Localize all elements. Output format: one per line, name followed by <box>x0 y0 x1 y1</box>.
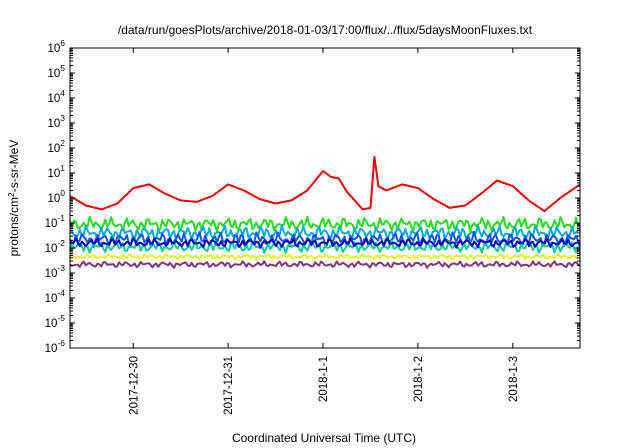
series-line <box>69 260 581 269</box>
y-tick-label: 10-6 <box>45 338 66 355</box>
y-axis-label-rest: -s-sr-MeV <box>7 140 21 193</box>
y-tick-label: 101 <box>47 163 65 180</box>
y-tick-label: 103 <box>47 113 65 130</box>
series-line <box>69 215 581 233</box>
y-tick-label: 104 <box>47 88 65 105</box>
y-tick-base: 10 <box>47 143 60 155</box>
y-tick-exp: 3 <box>60 113 65 123</box>
y-tick-exp: -6 <box>57 338 65 348</box>
plot-frame <box>69 47 581 349</box>
y-tick-base: 10 <box>45 243 58 255</box>
y-tick-label: 10-5 <box>45 313 66 330</box>
series-line <box>69 155 581 213</box>
y-tick-exp: -1 <box>57 213 65 223</box>
y-tick-base: 10 <box>47 93 60 105</box>
x-axis: 2017-12-30 2017-12-31 2018-1-1 2018-1-2 2018… <box>128 48 520 415</box>
y-tick-exp: 6 <box>60 38 65 48</box>
y-tick-exp: 5 <box>60 63 65 73</box>
y-tick-exp: -5 <box>57 313 65 323</box>
x-tick-label: 2018-1-1 <box>318 356 330 402</box>
y-axis-label-base: protons/cm <box>7 197 21 256</box>
y-tick-base: 10 <box>47 168 60 180</box>
y-tick-exp: -4 <box>57 288 65 298</box>
y-tick-base: 10 <box>45 343 58 355</box>
y-axis-label-sup: 2 <box>6 192 16 197</box>
y-tick-exp: 2 <box>60 138 65 148</box>
y-tick-base: 10 <box>47 68 60 80</box>
y-tick-label: 106 <box>47 38 65 55</box>
y-tick-base: 10 <box>45 268 58 280</box>
y-tick-label: 10-4 <box>45 288 66 305</box>
y-tick-base: 10 <box>45 318 58 330</box>
y-tick-exp: 0 <box>60 188 65 198</box>
y-tick-label: 100 <box>47 188 65 205</box>
y-tick-label: 10-2 <box>45 238 66 255</box>
series-layer <box>69 155 581 269</box>
y-axis: 10610510410310210110010-110-210-310-410-… <box>45 38 580 355</box>
y-tick-base: 10 <box>45 293 58 305</box>
x-tick-label: 2018-1-3 <box>508 356 520 402</box>
y-tick-base: 10 <box>45 218 58 230</box>
y-tick-base: 10 <box>47 118 60 130</box>
series-line <box>69 253 581 261</box>
y-tick-base: 10 <box>47 43 60 55</box>
x-tick-label: 2017-12-31 <box>223 356 235 415</box>
y-tick-exp: -2 <box>57 238 65 248</box>
y-tick-label: 105 <box>47 63 65 80</box>
x-tick-label: 2017-12-30 <box>128 356 140 415</box>
y-axis-label: protons/cm2-s-sr-MeV <box>6 140 21 257</box>
y-tick-base: 10 <box>47 193 60 205</box>
chart-title: /data/run/goesPlots/archive/2018-01-03/1… <box>118 23 533 37</box>
series-line <box>69 237 581 249</box>
series-line <box>69 239 581 254</box>
y-tick-label: 102 <box>47 138 65 155</box>
y-tick-exp: 4 <box>60 88 65 98</box>
y-tick-label: 10-3 <box>45 263 66 280</box>
x-axis-label: Coordinated Universal Time (UTC) <box>232 431 416 445</box>
y-tick-exp: 1 <box>60 163 65 173</box>
y-tick-exp: -3 <box>57 263 65 273</box>
x-tick-label: 2018-1-2 <box>413 356 425 402</box>
y-tick-label: 10-1 <box>45 213 66 230</box>
